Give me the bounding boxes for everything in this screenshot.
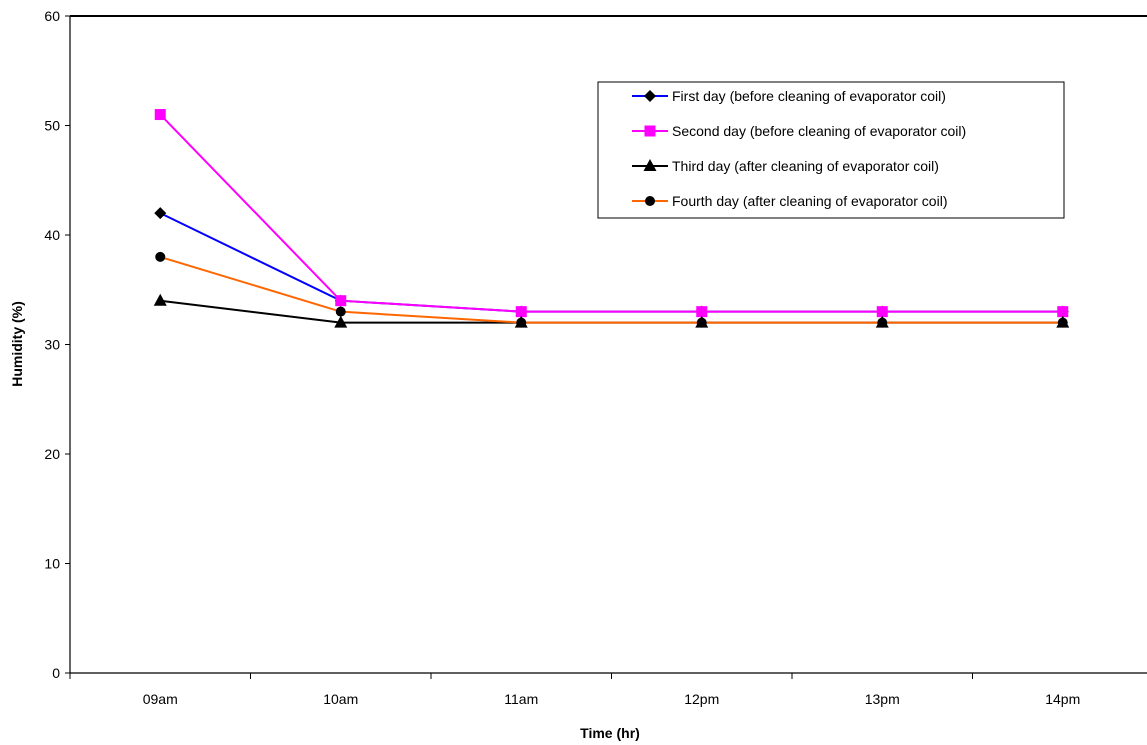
y-tick-label: 0 [52,665,60,681]
data-point [154,109,166,121]
legend-label: Fourth day (after cleaning of evaporator… [672,193,947,209]
series-4 [155,251,1068,328]
series-line [159,255,1063,324]
x-tick-label: 09am [143,691,178,707]
series-1 [154,207,1069,318]
data-point [155,251,166,262]
legend-label: First day (before cleaning of evaporator… [672,88,946,104]
data-point [515,306,527,318]
x-tick-label: 10am [323,691,358,707]
x-axis: 09am 10am 11am 12pm 13pm 14pm [69,673,1080,707]
legend-entry: First day (before cleaning of evaporator… [632,88,946,104]
legend: First day (before cleaning of evaporator… [597,81,1065,219]
data-point [1057,306,1069,318]
series-2 [154,109,1069,318]
data-point [335,295,347,307]
series-layer [153,109,1070,328]
data-point [696,317,707,328]
legend-swatch-marker [644,90,656,102]
y-axis-title: Humidity (%) [9,301,25,387]
y-tick-label: 40 [44,227,60,243]
x-tick-label: 13pm [865,691,900,707]
legend-entry: Second day (before cleaning of evaporato… [632,123,966,139]
x-tick-label: 11am [504,691,538,707]
data-point [877,317,888,328]
data-point [696,306,708,318]
legend-entry: Fourth day (after cleaning of evaporator… [632,193,947,209]
y-tick-label: 20 [44,446,60,462]
y-tick-label: 50 [44,118,60,134]
x-tick-label: 14pm [1045,691,1080,707]
data-point [516,317,527,328]
y-axis: 0 10 20 30 40 50 60 [44,8,70,681]
legend-swatch-marker [643,159,657,171]
legend-entry: Third day (after cleaning of evaporator … [632,158,939,174]
data-point [335,306,346,317]
data-point [334,315,348,328]
legend-label: Second day (before cleaning of evaporato… [672,123,966,139]
y-tick-label: 60 [44,8,60,24]
y-tick-label: 10 [44,556,60,572]
series-line [159,113,1063,313]
data-point [1057,317,1068,328]
data-point [154,207,167,220]
data-point [876,306,888,318]
data-point [153,293,167,306]
legend-swatch-marker [645,196,655,206]
x-tick-label: 12pm [684,691,719,707]
legend-box [597,81,1065,219]
legend-swatch-marker [644,125,656,137]
x-axis-title: Time (hr) [580,725,640,741]
series-line [159,212,1063,313]
legend-label: Third day (after cleaning of evaporator … [672,158,939,174]
y-tick-label: 30 [44,337,60,353]
